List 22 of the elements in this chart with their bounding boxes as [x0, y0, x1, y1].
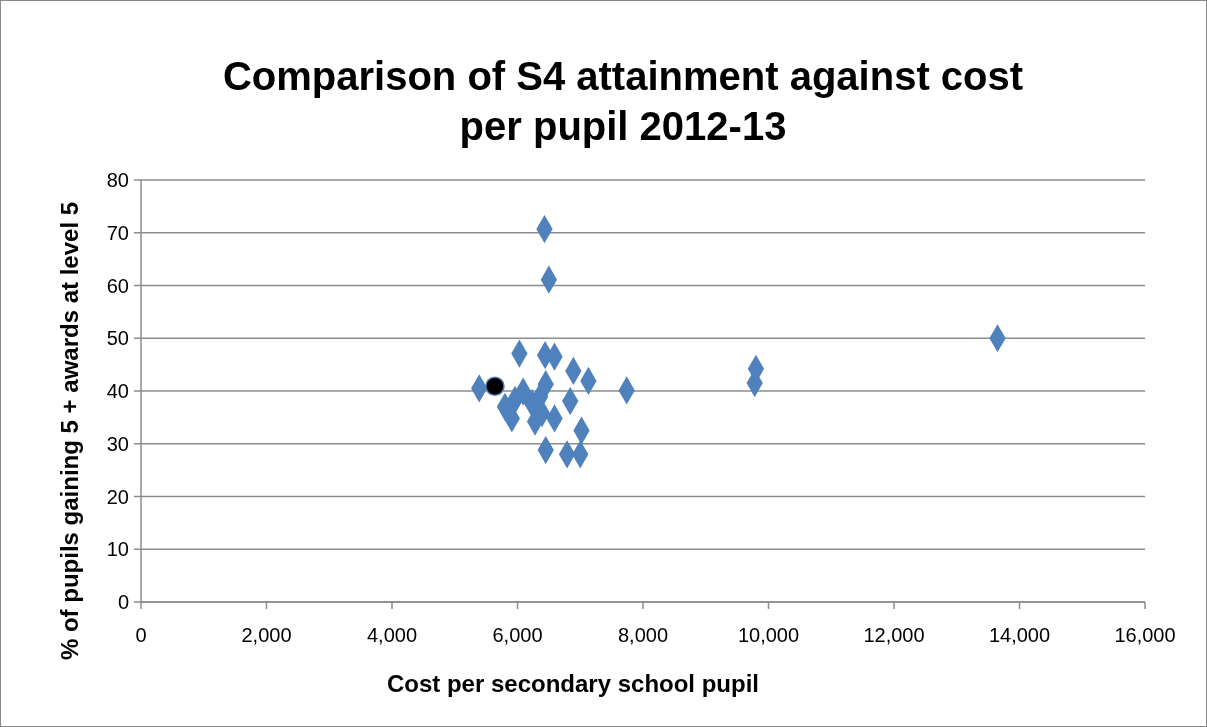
y-tick-label: 30: [106, 432, 129, 455]
y-tick-label: 40: [106, 380, 129, 402]
x-axis-title: Cost per secondary school pupil: [386, 670, 760, 697]
x-tick-label: 0: [135, 624, 147, 646]
x-tick-label: 6,000: [492, 624, 543, 646]
y-tick-label: 80: [106, 169, 129, 191]
y-tick-label: 0: [117, 591, 129, 613]
y-tick-label: 50: [106, 327, 129, 350]
y-tick-label: 10: [106, 538, 129, 561]
x-tick-label: 14,000: [988, 624, 1051, 646]
x-tick-label: 2,000: [241, 624, 292, 646]
y-tick-label: 70: [106, 221, 129, 244]
x-tick-label: 10,000: [737, 624, 800, 646]
chart-title: Comparison of S4 attainment against cost per pupil 2012-13: [222, 54, 1024, 148]
y-tick-label: 60: [106, 274, 129, 297]
point: [485, 376, 505, 397]
y-axis-title: % of pupils gaining 5 + awards at level 5: [56, 201, 83, 661]
x-tick-label: 16,000: [1114, 624, 1176, 646]
y-tick-label: 20: [106, 485, 129, 508]
x-tick-label: 8,000: [617, 624, 669, 646]
x-tick-label: 12,000: [863, 624, 925, 646]
x-tick-label: 4,000: [366, 624, 418, 646]
